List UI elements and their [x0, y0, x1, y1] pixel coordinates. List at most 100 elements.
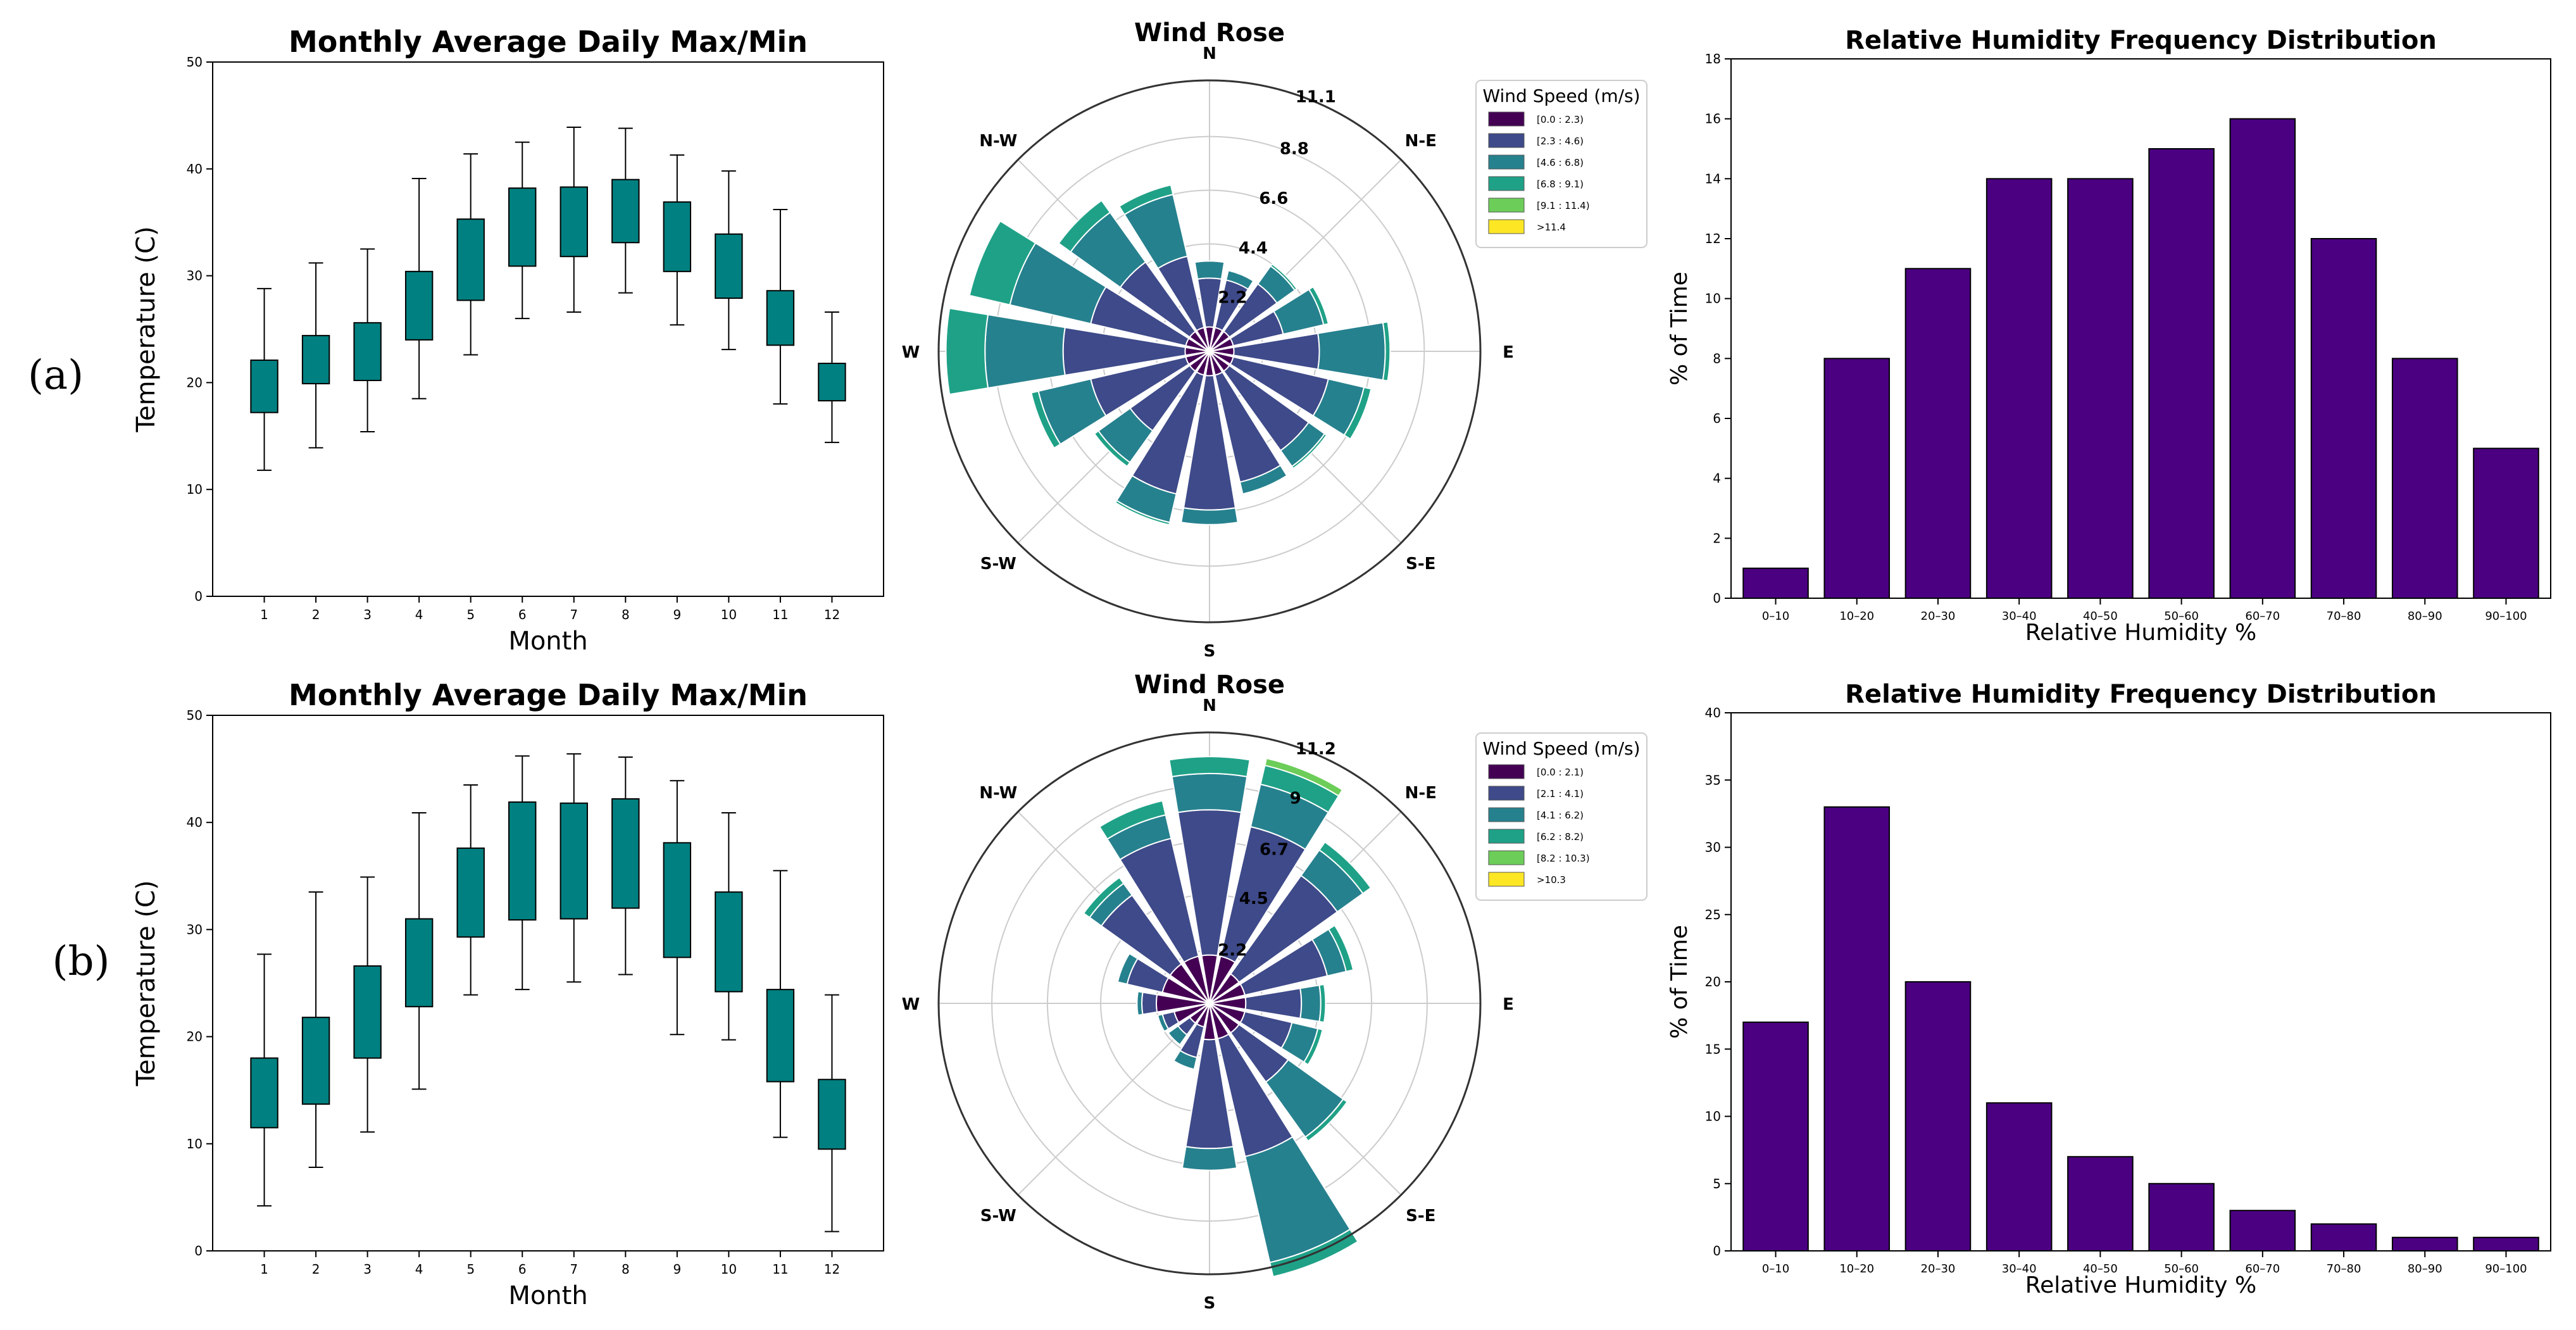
- y-tick-label: 10: [187, 482, 203, 497]
- direction-label: W: [902, 343, 920, 362]
- x-tick-label: 5: [466, 607, 475, 622]
- wedge-sector-10-bin-3: [1093, 430, 1131, 468]
- radial-tick-label: 2.2: [1218, 941, 1247, 960]
- wedge-sector-15-bin-3: [1098, 800, 1166, 840]
- x-tick-label: 6: [518, 1262, 527, 1277]
- direction-label: E: [1503, 995, 1514, 1014]
- legend-swatch: [1488, 219, 1525, 234]
- y-tick-label: 0: [194, 589, 203, 604]
- y-tick-label: 8: [1713, 351, 1721, 366]
- box-month-6: [508, 801, 537, 921]
- x-tick-label: 30–40: [2002, 610, 2037, 623]
- bar-80–90: [2391, 358, 2458, 599]
- wedge-sector-0-bin-3: [1168, 756, 1251, 777]
- wedge-sector-12-bin-3: [945, 307, 989, 396]
- direction-label: N-W: [979, 784, 1017, 803]
- wedge-sector-1-bin-2: [1225, 270, 1254, 291]
- box-month-10: [715, 891, 743, 993]
- y-tick-label: 20: [187, 1029, 203, 1045]
- wedge-sector-11-bin-2: [1156, 1013, 1170, 1032]
- direction-label: S-W: [980, 1207, 1016, 1226]
- x-tick-label: 50–60: [2164, 610, 2199, 623]
- wedge-sector-1-bin-4: [1264, 757, 1344, 797]
- wedge-sector-5-bin-3: [1343, 386, 1372, 440]
- chart-title: Monthly Average Daily Max/Min: [289, 25, 808, 59]
- bar-60–70: [2229, 1210, 2296, 1252]
- x-tick-label: 20–30: [1921, 610, 1956, 623]
- direction-label: N-E: [1405, 784, 1437, 803]
- box-month-6: [508, 187, 537, 267]
- box-month-8: [611, 179, 640, 244]
- x-tick-label: 80–90: [2408, 1262, 2442, 1276]
- x-tick-label: 40–50: [2083, 1262, 2118, 1276]
- x-tick-label: 0–10: [1762, 610, 1789, 623]
- wedge-sector-4-bin-2: [1317, 322, 1386, 381]
- x-tick-label: 20–30: [1921, 1262, 1956, 1276]
- wedge-sector-15-bin-3: [1118, 184, 1174, 216]
- x-tick-label: 3: [363, 1262, 372, 1277]
- wedge-sector-10-bin-2: [1167, 1025, 1188, 1046]
- bar-50–60: [2148, 148, 2215, 599]
- x-tick-label: 80–90: [2408, 610, 2442, 623]
- chart-title: Relative Humidity Frequency Distribution: [1845, 680, 2437, 709]
- windrose-chart-1: Wind Rose 2.2 4.4 6.6 8.8 11.1 N N-E E S-E S S-W W N-…: [902, 18, 1648, 661]
- y-tick-label: 50: [187, 708, 203, 723]
- radial-tick-label: 6.6: [1259, 189, 1288, 208]
- boxplot-chart-0: Monthly Average Daily Max/Min 0 10 20 30 40 50…: [132, 25, 884, 656]
- wedge-sector-0-bin-2: [1194, 260, 1225, 280]
- chart-title: Wind Rose: [1134, 18, 1285, 47]
- plot-frame: [1730, 712, 2551, 1252]
- direction-label: S: [1204, 1294, 1216, 1313]
- bar-40–50: [2067, 1156, 2134, 1252]
- legend-label: [0.0 : 2.1): [1537, 767, 1584, 778]
- y-tick-label: 40: [1705, 705, 1721, 720]
- box-month-12: [818, 363, 846, 402]
- direction-label: N-W: [979, 132, 1017, 151]
- wedge-sector-14-bin-3: [1058, 199, 1111, 253]
- x-tick-label: 60–70: [2245, 1262, 2280, 1276]
- chart-title: Wind Rose: [1134, 670, 1285, 700]
- box-month-4: [404, 270, 434, 341]
- direction-label: N-E: [1405, 132, 1437, 151]
- legend-swatch: [1488, 764, 1525, 779]
- polar-outer-ring: [937, 731, 1482, 1276]
- x-tick-label: 0–10: [1762, 1262, 1789, 1276]
- x-tick-label: 12: [824, 1262, 840, 1277]
- box-month-7: [560, 186, 588, 258]
- box-month-1: [250, 1057, 278, 1129]
- box-month-8: [611, 798, 640, 909]
- y-tick-label: 6: [1713, 411, 1721, 426]
- x-tick-label: 9: [673, 1262, 681, 1277]
- box-month-9: [663, 201, 692, 272]
- wedge-sector-7-bin-2: [1239, 464, 1288, 495]
- bar-10–20: [1823, 358, 1891, 599]
- y-tick-label: 18: [1705, 51, 1721, 66]
- plot-frame: [1730, 58, 2551, 599]
- y-tick-label: 16: [1705, 111, 1721, 127]
- x-tick-label: 2: [312, 1262, 320, 1277]
- radial-tick-label: 6.7: [1260, 840, 1289, 859]
- direction-label: S-E: [1406, 1207, 1435, 1226]
- y-tick-label: 30: [187, 268, 203, 284]
- wedge-sector-13-bin-3: [968, 220, 1037, 306]
- x-tick-label: 90–100: [2485, 1262, 2527, 1276]
- legend-swatch: [1488, 807, 1525, 822]
- y-tick-label: 50: [187, 54, 203, 70]
- box-month-12: [818, 1079, 846, 1150]
- wedge-sector-14-bin-3: [1082, 876, 1125, 919]
- legend-label: [8.2 : 10.3): [1537, 853, 1590, 864]
- bar-0–10: [1742, 567, 1809, 599]
- bar-20–30: [1904, 268, 1972, 599]
- legend-label: [6.8 : 9.1): [1537, 179, 1584, 190]
- bar-10–20: [1823, 806, 1891, 1252]
- bar-70–80: [2310, 1223, 2377, 1252]
- x-tick-label: 8: [622, 607, 630, 622]
- x-tick-label: 90–100: [2485, 610, 2527, 623]
- radial-tick-label: 2.2: [1218, 289, 1247, 308]
- bar-chart-5: Relative Humidity Frequency Distribution…: [1666, 680, 2551, 1298]
- panel-label-b: (b): [53, 938, 110, 985]
- y-tick-label: 25: [1705, 907, 1721, 922]
- y-tick-label: 4: [1713, 471, 1721, 486]
- bar-60–70: [2229, 118, 2296, 599]
